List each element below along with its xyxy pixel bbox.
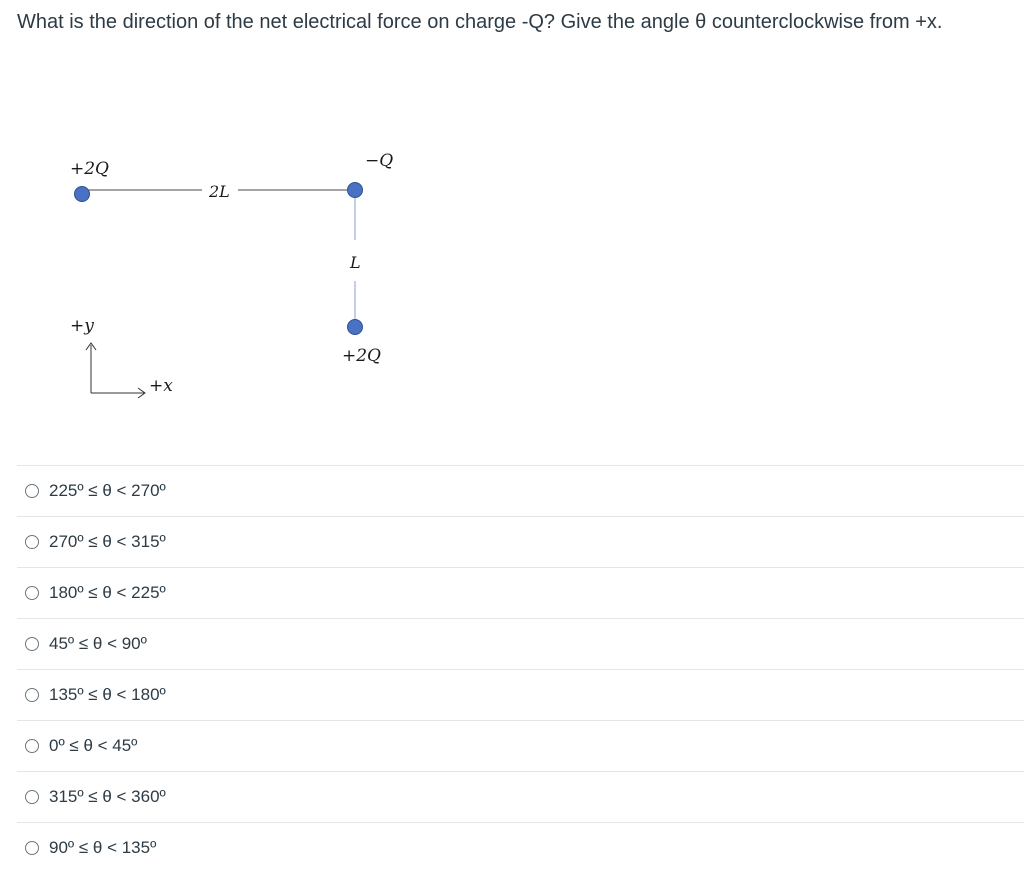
charge-top-right (347, 182, 363, 198)
answer-option[interactable]: 225º ≤ θ < 270º (17, 466, 1024, 517)
answer-option[interactable]: 90º ≤ θ < 135º (17, 823, 1024, 873)
answer-option[interactable]: 45º ≤ θ < 90º (17, 619, 1024, 670)
answer-label: 270º ≤ θ < 315º (49, 532, 166, 551)
horizontal-distance-label: 2L (208, 182, 230, 201)
radio-button[interactable] (25, 637, 39, 651)
charge-bottom-right (347, 319, 363, 335)
answer-label: 90º ≤ θ < 135º (49, 838, 157, 857)
axis-x-arrowhead (137, 387, 146, 399)
charge-top-left (74, 186, 90, 202)
answer-label: 0º ≤ θ < 45º (49, 736, 138, 755)
axis-y-label: +y (70, 316, 94, 336)
radio-button[interactable] (25, 586, 39, 600)
answer-options: 225º ≤ θ < 270º 270º ≤ θ < 315º 180º ≤ θ… (17, 465, 1024, 873)
question-text: What is the direction of the net electri… (17, 11, 943, 33)
radio-button[interactable] (25, 688, 39, 702)
answer-label: 180º ≤ θ < 225º (49, 583, 166, 602)
charge-top-left-label: +2Q (70, 159, 109, 179)
charge-diagram: +2Q −Q +2Q 2L L +y +x (70, 151, 393, 399)
radio-button[interactable] (25, 790, 39, 804)
answer-label: 45º ≤ θ < 90º (49, 634, 147, 653)
radio-button[interactable] (25, 841, 39, 855)
radio-button[interactable] (25, 739, 39, 753)
answer-label: 315º ≤ θ < 360º (49, 787, 166, 806)
charge-bottom-right-label: +2Q (342, 346, 381, 366)
vertical-distance-label: L (349, 253, 361, 272)
axis-x-label: +x (149, 376, 173, 396)
answer-option[interactable]: 0º ≤ θ < 45º (17, 721, 1024, 772)
answer-label: 135º ≤ θ < 180º (49, 685, 166, 704)
radio-button[interactable] (25, 535, 39, 549)
answer-option[interactable]: 315º ≤ θ < 360º (17, 772, 1024, 823)
answer-label: 225º ≤ θ < 270º (49, 481, 166, 500)
charge-top-right-label: −Q (365, 151, 393, 171)
answer-option[interactable]: 180º ≤ θ < 225º (17, 568, 1024, 619)
answer-option[interactable]: 135º ≤ θ < 180º (17, 670, 1024, 721)
axis-y-arrowhead (85, 342, 97, 351)
radio-button[interactable] (25, 484, 39, 498)
answer-option[interactable]: 270º ≤ θ < 315º (17, 517, 1024, 568)
